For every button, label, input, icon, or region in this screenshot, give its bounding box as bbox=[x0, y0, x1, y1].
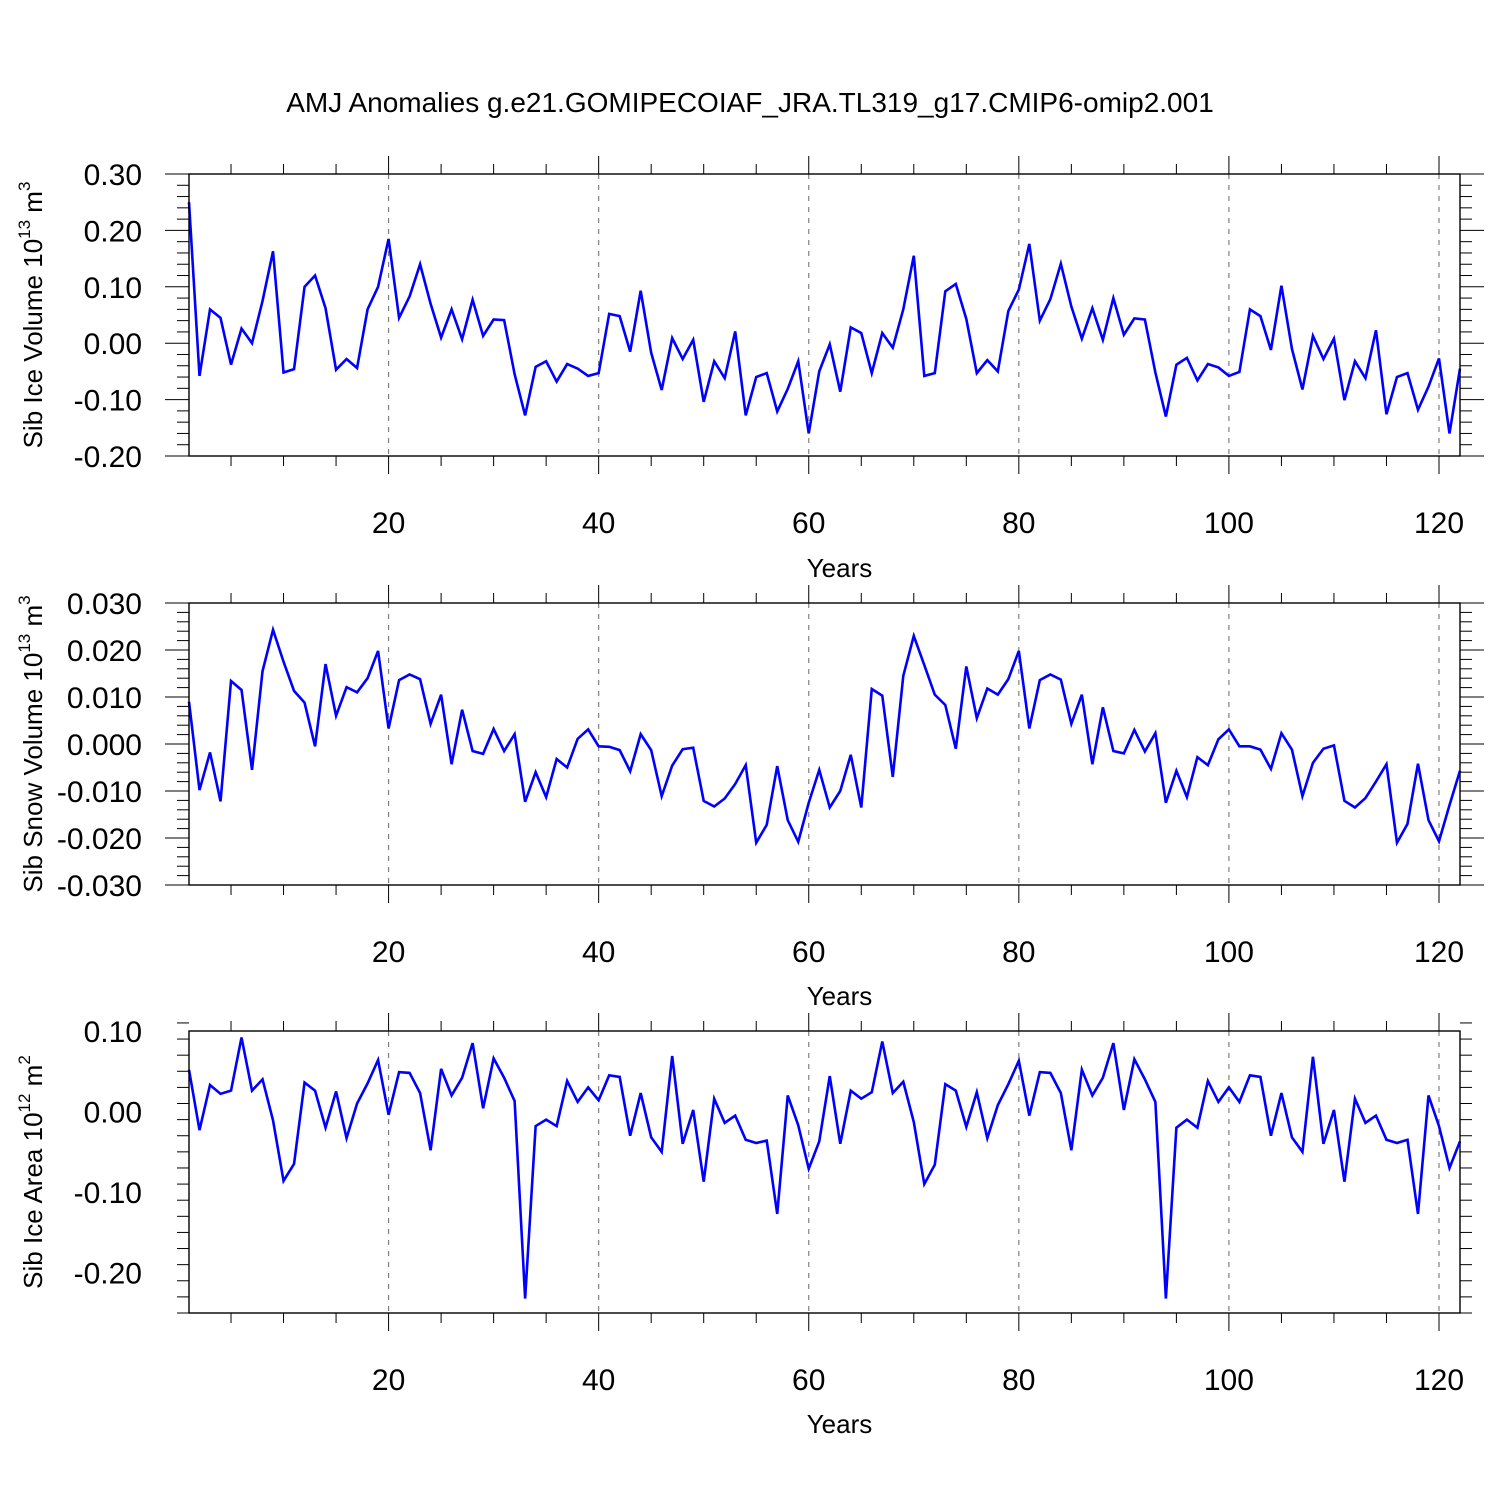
ice-area-ytick-label: -0.20 bbox=[74, 1258, 142, 1291]
ice-area-plot-frame bbox=[188, 1030, 1461, 1314]
ice-volume-xtick-label: 80 bbox=[1002, 507, 1035, 540]
ice-volume-ytick-label: 0.10 bbox=[84, 272, 142, 305]
snow-volume-ytick-label: 0.030 bbox=[67, 588, 142, 621]
ice-volume-xtick-label: 120 bbox=[1414, 507, 1464, 540]
ice-volume-xtick-label: 40 bbox=[582, 507, 615, 540]
ice-volume-plot-frame bbox=[188, 173, 1461, 457]
ice-area-xtick-label: 20 bbox=[372, 1364, 405, 1397]
snow-volume-ytick-label: 0.020 bbox=[67, 635, 142, 668]
ice-area-xtick-label: 100 bbox=[1204, 1364, 1254, 1397]
figure-title: AMJ Anomalies g.e21.GOMIPECOIAF_JRA.TL31… bbox=[286, 87, 1214, 118]
ice-area-ytick-label: 0.00 bbox=[84, 1097, 142, 1130]
ice-area-ytick-label: -0.10 bbox=[74, 1177, 142, 1210]
ice-area-xtick-label: 60 bbox=[792, 1364, 825, 1397]
snow-volume-ylabel: Sib Snow Volume 1013 m3 bbox=[15, 595, 48, 892]
snow-volume-series-line bbox=[187, 625, 1462, 847]
snow-volume-xtick-label: 20 bbox=[372, 936, 405, 969]
ice-area-ylabel: Sib Ice Area 1012 m2 bbox=[15, 1055, 48, 1289]
ice-area-ytick-label: 0.10 bbox=[84, 1016, 142, 1049]
ice-volume-ytick-label: -0.20 bbox=[74, 441, 142, 474]
ice-volume-ytick-label: -0.10 bbox=[74, 385, 142, 418]
ice-volume-ytick-label: 0.00 bbox=[84, 328, 142, 361]
ice-area-series-line bbox=[187, 1037, 1462, 1299]
ice-volume-xtick-label: 60 bbox=[792, 507, 825, 540]
ice-volume-ytick-label: 0.30 bbox=[84, 159, 142, 192]
snow-volume-panel: Sib Snow Volume 1013 m3 Years -0.030 -0.0… bbox=[15, 585, 1484, 1011]
snow-volume-ytick-label: -0.020 bbox=[57, 823, 142, 856]
ice-volume-xtick-label: 20 bbox=[372, 507, 405, 540]
ice-area-panel: Sib Ice Area 1012 m2 Years -0.20 -0.10 0.0… bbox=[15, 1013, 1472, 1439]
snow-volume-plot-frame bbox=[188, 602, 1461, 886]
snow-volume-xtick-label: 40 bbox=[582, 936, 615, 969]
ice-area-xlabel: Years bbox=[807, 1409, 873, 1439]
ice-area-xtick-label: 120 bbox=[1414, 1364, 1464, 1397]
snow-volume-ytick-label: 0.000 bbox=[67, 729, 142, 762]
snow-volume-xtick-label: 80 bbox=[1002, 936, 1035, 969]
snow-volume-xtick-label: 60 bbox=[792, 936, 825, 969]
ice-area-xtick-label: 80 bbox=[1002, 1364, 1035, 1397]
snow-volume-xlabel: Years bbox=[807, 981, 873, 1011]
snow-volume-ytick-label: -0.030 bbox=[57, 870, 142, 903]
snow-volume-xtick-label: 100 bbox=[1204, 936, 1254, 969]
ice-area-xtick-label: 40 bbox=[582, 1364, 615, 1397]
ice-volume-ylabel: Sib Ice Volume 1013 m3 bbox=[15, 182, 48, 449]
snow-volume-ytick-label: 0.010 bbox=[67, 682, 142, 715]
ice-volume-ytick-label: 0.20 bbox=[84, 215, 142, 248]
snow-volume-xtick-label: 120 bbox=[1414, 936, 1464, 969]
ice-volume-xtick-label: 100 bbox=[1204, 507, 1254, 540]
ice-volume-xlabel: Years bbox=[807, 553, 873, 583]
ice-volume-series-line bbox=[187, 202, 1462, 434]
snow-volume-ytick-label: -0.010 bbox=[57, 776, 142, 809]
ice-volume-panel: Sib Ice Volume 1013 m3 Years -0.20 -0.10 0… bbox=[15, 156, 1484, 583]
